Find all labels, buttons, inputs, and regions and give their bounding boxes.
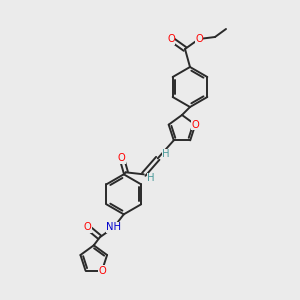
Text: H: H (147, 173, 154, 183)
Text: NH: NH (106, 222, 121, 232)
Text: O: O (118, 153, 126, 163)
Text: O: O (195, 34, 203, 44)
Text: O: O (84, 222, 92, 232)
Text: O: O (98, 266, 106, 276)
Text: H: H (162, 149, 169, 159)
Text: O: O (191, 120, 199, 130)
Text: O: O (167, 34, 175, 44)
